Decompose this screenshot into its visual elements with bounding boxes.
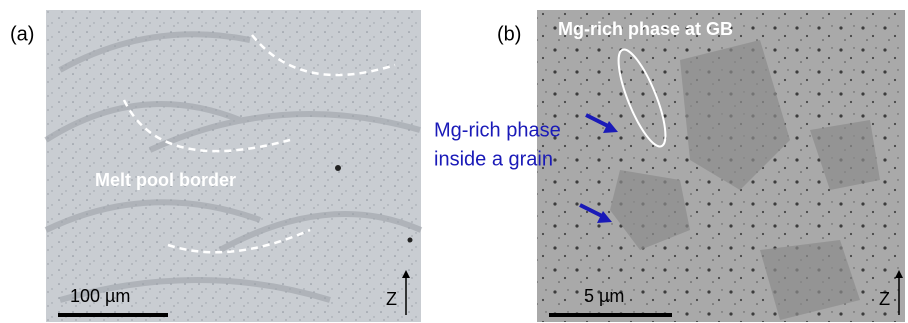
scale-bar xyxy=(549,313,672,317)
panel-b: (b) Mg-rich phase at GB Mg-rich phase in… xyxy=(434,10,905,322)
figure: (a) Melt pool border 100 µm Z (b) Mg-ric… xyxy=(0,0,908,323)
micrograph-a xyxy=(46,10,421,322)
scale-bar-label: 100 µm xyxy=(70,286,130,306)
scale-bar-label: 5 µm xyxy=(584,286,624,306)
panel-label: (a) xyxy=(10,23,34,45)
axis-label: Z xyxy=(386,289,397,309)
annotation-blue-line: Mg-rich phase xyxy=(434,119,561,141)
scale-bar xyxy=(58,313,168,317)
defect xyxy=(335,165,341,171)
axis-label: Z xyxy=(879,289,890,309)
annotation-blue-line: inside a grain xyxy=(434,148,553,170)
panel-a: (a) Melt pool border 100 µm Z xyxy=(10,10,421,322)
panel-label: (b) xyxy=(497,23,521,45)
defect xyxy=(408,238,413,243)
annotation: Mg-rich phase at GB xyxy=(558,19,733,39)
annotation: Melt pool border xyxy=(95,170,236,190)
